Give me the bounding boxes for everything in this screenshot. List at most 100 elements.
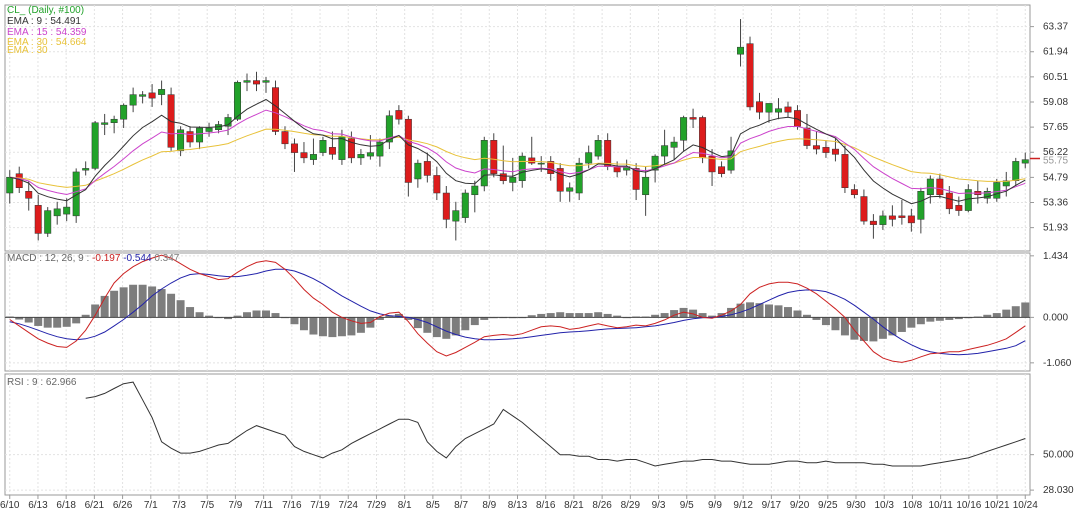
macd-histogram-bar	[337, 317, 346, 337]
macd-histogram-bar	[1002, 309, 1011, 318]
candle-body	[528, 157, 536, 164]
macd-legend: MACD : 12, 26, 9 : -0.197 -0.544 0.347	[7, 253, 180, 264]
price-y-tick-label: 59.08	[1043, 97, 1068, 108]
macd-histogram-bar	[784, 307, 792, 318]
candle-body	[632, 168, 640, 190]
candle-body	[850, 189, 858, 196]
macd-y-tick-label: 1.434	[1043, 251, 1068, 262]
rsi-legend: RSI : 9 : 62.966	[7, 377, 77, 388]
candle-body	[101, 122, 109, 125]
macd-histogram-bar	[119, 287, 128, 318]
x-tick-label: 8/13	[508, 500, 528, 511]
x-tick-label: 8/21	[564, 500, 584, 511]
macd-histogram-bar	[888, 317, 897, 336]
macd-histogram-bar	[594, 312, 603, 318]
x-tick-label: 10/16	[956, 500, 981, 511]
candle-body	[129, 94, 137, 106]
candle-body	[898, 215, 906, 218]
price-y-tick-label: 57.65	[1043, 122, 1068, 133]
candle-body	[604, 140, 612, 167]
macd-histogram-bar	[423, 317, 432, 333]
x-tick-label: 10/21	[985, 500, 1010, 511]
macd-histogram-bar	[575, 313, 584, 318]
macd-histogram-bar	[394, 313, 403, 318]
price-legend-title: CL_ (Daily, #100)	[7, 5, 84, 16]
candle-body	[784, 106, 792, 113]
macd-histogram-bar	[831, 317, 840, 331]
x-tick-label: 8/5	[426, 500, 440, 511]
candle-body	[319, 140, 327, 153]
price-y-tick-label: 51.93	[1043, 223, 1068, 234]
candle-body	[63, 206, 71, 215]
candle-body	[642, 176, 650, 196]
macd-legend-prefix: MACD : 12, 26, 9 :	[7, 253, 92, 264]
candle-body	[272, 87, 279, 132]
macd-histogram-bar	[252, 310, 261, 318]
price-y-tick-label: 61.94	[1043, 47, 1068, 58]
macd-histogram-bar	[356, 317, 365, 333]
macd-histogram-bar	[897, 317, 906, 332]
macd-histogram-bar	[451, 317, 460, 336]
macd-histogram-bar	[708, 315, 717, 318]
candle-body	[737, 46, 745, 55]
macd-histogram-bar	[195, 312, 204, 318]
candle-body	[1002, 180, 1010, 187]
macd-histogram-bar	[565, 313, 574, 318]
candle-body	[6, 176, 14, 194]
candle-body	[433, 175, 441, 194]
macd-histogram-bar	[850, 317, 859, 340]
candle-body	[841, 154, 849, 188]
candle-body	[955, 205, 963, 211]
macd-histogram-bar	[878, 317, 887, 339]
candle-body	[347, 138, 355, 159]
candle-body	[300, 152, 308, 159]
x-tick-label: 8/29	[621, 500, 641, 511]
macd-histogram-bar	[746, 302, 755, 318]
candle-body	[594, 140, 602, 157]
candle-body	[34, 205, 42, 234]
macd-histogram-bar	[480, 317, 489, 320]
candle-body	[661, 145, 669, 157]
macd-histogram-bar	[916, 317, 925, 325]
macd-histogram-bar	[1021, 302, 1030, 318]
price-y-tick-label: 60.51	[1043, 72, 1068, 83]
candle-body	[860, 196, 868, 222]
candle-body	[414, 162, 422, 180]
candle-body	[680, 117, 688, 141]
macd-histogram-bar	[461, 317, 470, 331]
ema9-line	[9, 98, 1026, 205]
macd-histogram-bar	[613, 315, 622, 318]
candle-body	[907, 215, 915, 224]
macd-histogram-bar	[983, 314, 992, 318]
candle-body	[442, 192, 450, 220]
candle-body	[25, 191, 33, 199]
macd-histogram-bar	[224, 317, 233, 320]
macd-histogram-bar	[584, 313, 593, 318]
macd-histogram-bar	[385, 315, 394, 318]
x-tick-label: 6/26	[113, 500, 133, 511]
macd-histogram-bar	[243, 312, 251, 318]
macd-y-tick-label: -1.060	[1043, 358, 1072, 369]
macd-panel-frame	[4, 252, 1031, 372]
candle-body	[575, 162, 583, 194]
rsi-y-tick-label: 28.030	[1043, 485, 1074, 496]
x-tick-label: 7/9	[228, 500, 242, 511]
candle-body	[917, 191, 925, 220]
price-y-tick-label: 53.36	[1043, 198, 1068, 209]
macd-histogram-bar	[992, 313, 1001, 318]
macd-histogram-bar	[926, 317, 935, 322]
macd-histogram-bar	[442, 317, 451, 339]
candle-body	[803, 127, 811, 146]
price-legend-ema9: EMA : 9 : 54.491	[7, 16, 81, 27]
macd-histogram-bar	[698, 313, 707, 318]
candle-body	[404, 118, 412, 183]
candle-body	[357, 154, 365, 159]
macd-histogram-bar	[651, 314, 660, 318]
candle-body	[727, 150, 735, 171]
macd-histogram-bar	[546, 313, 555, 318]
candle-body	[775, 108, 782, 113]
macd-histogram-bar	[157, 289, 166, 318]
candle-body	[205, 127, 213, 132]
macd-histogram-bar	[821, 317, 830, 326]
x-tick-label: 10/24	[1013, 500, 1038, 511]
